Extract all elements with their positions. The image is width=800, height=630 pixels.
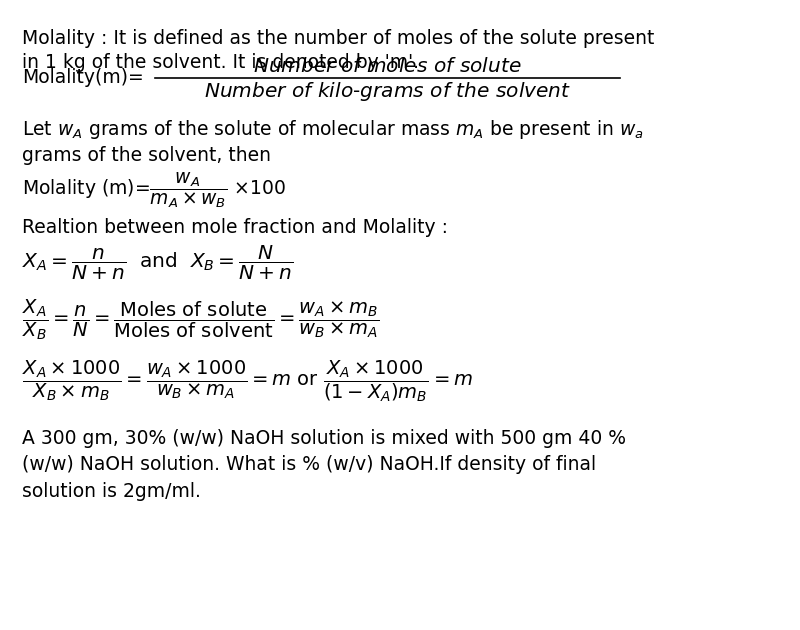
Text: Molality (m)=$\dfrac{w_A}{m_A \times w_B}$ $\times 100$: Molality (m)=$\dfrac{w_A}{m_A \times w_B…: [22, 170, 286, 210]
Text: Realtion between mole fraction and Molality :: Realtion between mole fraction and Molal…: [22, 217, 448, 237]
Text: Let $w_A$ grams of the solute of molecular mass $m_A$ be present in $w_a$: Let $w_A$ grams of the solute of molecul…: [22, 118, 644, 141]
Text: Molality(m)=: Molality(m)=: [22, 68, 144, 88]
Text: solution is 2gm/ml.: solution is 2gm/ml.: [22, 482, 201, 501]
Text: $\dfrac{X_A}{X_B} = \dfrac{n}{N} = \dfrac{\text{Moles of solute}}{\text{Moles of: $\dfrac{X_A}{X_B} = \dfrac{n}{N} = \dfra…: [22, 298, 379, 343]
Text: grams of the solvent, then: grams of the solvent, then: [22, 146, 271, 164]
Text: in 1 kg of the solvent. It is denoted by 'm'.: in 1 kg of the solvent. It is denoted by…: [22, 53, 419, 72]
Text: $\mathit{Number\ of\ moles\ of\ solute}$: $\mathit{Number\ of\ moles\ of\ solute}$: [254, 57, 522, 76]
Text: $\dfrac{X_A \times 1000}{X_B \times m_B} = \dfrac{w_A \times 1000}{w_B \times m_: $\dfrac{X_A \times 1000}{X_B \times m_B}…: [22, 358, 473, 404]
Text: (w/w) NaOH solution. What is % (w/v) NaOH.If density of final: (w/w) NaOH solution. What is % (w/v) NaO…: [22, 455, 596, 474]
Text: Molality : It is defined as the number of moles of the solute present: Molality : It is defined as the number o…: [22, 28, 654, 47]
Text: $\mathit{Number\ of\ kilo\text{-}grams\ of\ the\ solvent}$: $\mathit{Number\ of\ kilo\text{-}grams\ …: [204, 81, 571, 103]
Text: A 300 gm, 30% (w/w) NaOH solution is mixed with 500 gm 40 %: A 300 gm, 30% (w/w) NaOH solution is mix…: [22, 429, 626, 448]
Text: $X_A = \dfrac{n}{N+n}$  and  $X_B = \dfrac{N}{N+n}$: $X_A = \dfrac{n}{N+n}$ and $X_B = \dfrac…: [22, 244, 294, 282]
